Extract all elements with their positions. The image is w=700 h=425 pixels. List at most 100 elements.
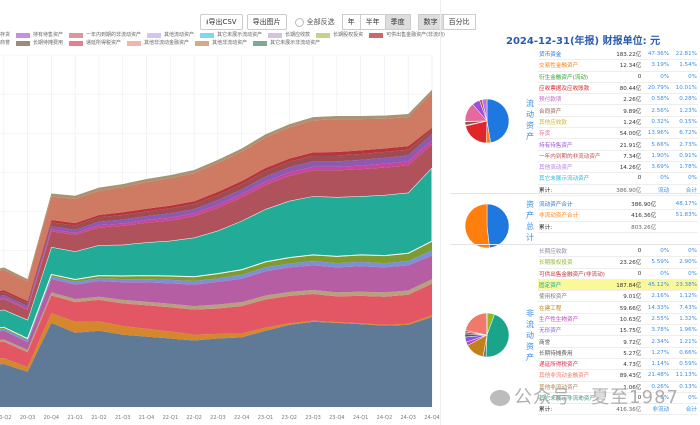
legend-row: 商誉 长期待摊费用 递延所得税资产 其他非流动金融资产 其他非流动资产 其它未展示非流动资… [0, 39, 450, 47]
row-name[interactable]: 使用权资产 [538, 290, 610, 303]
row-p1: 1.27% [642, 347, 671, 359]
legend-item[interactable]: 长期待摊费用 [16, 39, 63, 47]
table-row[interactable]: 流动资产合计 386.90亿 48.17% [538, 199, 698, 211]
sum-link[interactable]: 合计 [670, 184, 698, 196]
table-row[interactable]: 生产性生物资产 10.63亿 2.55% 1.32% [538, 313, 698, 326]
pie-slice[interactable] [485, 314, 510, 358]
legend-label: 可供出售金融资产(非流动) [386, 32, 446, 38]
row-name[interactable]: 持有待售资产 [538, 138, 610, 151]
table-row[interactable]: 交易性金融资产 12.34亿 3.19% 1.54% [538, 59, 698, 72]
table-row[interactable]: 其它未展示非流动资产 0 0% 0% [538, 392, 698, 405]
total-link[interactable]: 流动 [642, 184, 671, 196]
table-row[interactable]: 使用权资产 9.01亿 2.16% 1.12% [538, 290, 698, 303]
area-series[interactable] [0, 313, 432, 372]
row-name[interactable]: 其他非流动金融资产 [538, 369, 610, 382]
invert-all-checkbox[interactable]: 全部反选 [294, 17, 335, 27]
area-series[interactable] [0, 144, 432, 320]
row-name[interactable]: 生产性生物资产 [538, 313, 610, 326]
table-row[interactable]: 长期待摊费用 5.27亿 1.27% 0.66% [538, 347, 698, 359]
legend-item[interactable]: 递延所得税资产 [69, 39, 121, 47]
row-name[interactable]: 长期股权投资 [538, 256, 610, 269]
row-name[interactable]: 其他非流动资产 [538, 381, 610, 393]
pie-slice[interactable] [481, 98, 488, 122]
table-row[interactable]: 预付款项 2.26亿 0.58% 0.28% [538, 93, 698, 106]
table-row[interactable]: 其他非流动资产 1.06亿 0.26% 0.13% [538, 381, 698, 393]
row-name[interactable]: 可供出售金融资产(非流动) [538, 268, 610, 280]
row-name[interactable]: 衍生金融资产(流动) [538, 71, 610, 83]
table-row[interactable]: 其他流动资产 14.26亿 3.69% 1.78% [538, 161, 698, 174]
pie-slice[interactable] [486, 203, 510, 249]
legend-item[interactable]: 可供出售金融资产(非流动) [369, 31, 445, 39]
table-row[interactable]: 非流动资产合计 416.36亿 51.83% [538, 209, 698, 222]
row-name[interactable]: 递延所得税资产 [538, 358, 610, 371]
row-name[interactable]: 长期应收款 [538, 246, 610, 258]
table-row[interactable]: 合同资产 9.89亿 2.56% 1.23% [538, 104, 698, 117]
row-name[interactable]: 非流动资产合计 [538, 209, 610, 222]
export-csv-button[interactable]: ⭳导出CSV [200, 14, 243, 30]
legend-item[interactable]: 商誉 [0, 39, 10, 47]
sum-link[interactable]: 合计 [670, 403, 698, 416]
area-series[interactable] [0, 92, 432, 302]
row-name[interactable]: 其它未展示流动资产 [538, 172, 610, 185]
row-name[interactable]: 无形资产 [538, 324, 610, 337]
table-row[interactable]: 商誉 9.72亿 2.34% 1.21% [538, 335, 698, 348]
row-name[interactable]: 其他应收款 [538, 116, 610, 129]
pie-slice[interactable] [464, 203, 490, 249]
row-name[interactable]: 固定资产 [538, 279, 610, 292]
x-tick-label: 22-Q1 [163, 415, 178, 421]
table-row[interactable]: 其它未展示流动资产 0 0% 0% [538, 172, 698, 185]
table-row[interactable]: 无形资产 15.75亿 3.78% 1.96% [538, 324, 698, 337]
row-value: 80.44亿 [610, 82, 643, 95]
legend-item[interactable]: 一年内到期的非流动资产 [69, 31, 141, 39]
legend-item[interactable]: 持有待售资产 [16, 31, 63, 39]
row-name[interactable]: 一年内到期的非流动资产 [538, 150, 610, 162]
table-row[interactable]: 衍生金融资产(流动) 0 0% 0% [538, 71, 698, 83]
row-name[interactable]: 在建工程 [538, 301, 610, 314]
row-name[interactable]: 应收票据及应收账款 [538, 82, 610, 95]
table-row[interactable]: 持有待售资产 21.91亿 5.66% 2.73% [538, 138, 698, 151]
row-name[interactable]: 交易性金融资产 [538, 59, 610, 72]
row-name[interactable]: 预付款项 [538, 93, 610, 106]
row-name[interactable]: 其他流动资产 [538, 161, 610, 174]
row-name[interactable]: 其它未展示非流动资产 [538, 392, 610, 405]
table-row[interactable]: 在建工程 59.66亿 14.33% 7.43% [538, 301, 698, 314]
legend-item[interactable]: 其他流动资产 [147, 31, 194, 39]
table-row[interactable]: 长期应收款 0 0% 0% [538, 246, 698, 258]
legend-item[interactable]: 长期应收款 [268, 31, 310, 39]
row-name[interactable]: 商誉 [538, 335, 610, 348]
table-row[interactable]: 一年内到期的非流动资产 7.34亿 1.90% 0.91% [538, 150, 698, 162]
table-row[interactable]: 长期股权投资 23.26亿 5.59% 2.90% [538, 256, 698, 269]
table-row[interactable]: 其他非流动金融资产 89.43亿 21.48% 11.13% [538, 369, 698, 382]
legend-item[interactable]: 长期股权投资 [316, 31, 363, 39]
current-assets-pie [464, 98, 510, 144]
table-row[interactable]: 固定资产 187.84亿 45.12% 23.38% [538, 279, 698, 292]
area-series[interactable] [0, 255, 432, 350]
period-quarter-button[interactable]: 季度 [384, 14, 411, 30]
table-row[interactable]: 货币资金 183.22亿 47.36% 22.81% [538, 49, 698, 61]
legend-item[interactable]: 其它未展示非流动资产 [253, 39, 320, 47]
legend-item[interactable]: 存货 [0, 31, 10, 39]
pie-slice[interactable] [486, 98, 510, 143]
area-series[interactable] [0, 317, 432, 407]
row-name[interactable]: 合同资产 [538, 104, 610, 117]
mode-percent-button[interactable]: 百分比 [442, 14, 476, 30]
legend-item[interactable]: 其他非流动资产 [195, 39, 247, 47]
period-year-button[interactable]: 年 [341, 14, 361, 30]
legend-item[interactable]: 其它未展示流动资产 [200, 31, 262, 39]
table-row[interactable]: 应收票据及应收账款 80.44亿 20.79% 10.01% [538, 82, 698, 95]
row-name[interactable]: 货币资金 [538, 49, 610, 61]
table-row[interactable]: 其他应收款 1.24亿 0.32% 0.15% [538, 116, 698, 129]
table-row[interactable]: 可供出售金融资产(非流动) 0 0% 0% [538, 268, 698, 280]
legend-item[interactable]: 其他非流动金融资产 [127, 39, 189, 47]
period-halfyear-button[interactable]: 半年 [359, 14, 386, 30]
legend-swatch [16, 32, 31, 38]
export-image-button[interactable]: 导出图片 [246, 14, 287, 30]
table-row[interactable]: 递延所得税资产 4.73亿 1.14% 0.59% [538, 358, 698, 371]
row-name[interactable]: 长期待摊费用 [538, 347, 610, 359]
row-name[interactable]: 存货 [538, 127, 610, 140]
table-row[interactable]: 存货 54.00亿 13.96% 6.72% [538, 127, 698, 140]
area-series[interactable] [0, 283, 432, 368]
row-name[interactable]: 流动资产合计 [538, 199, 610, 211]
section-label: 非流动资产 [526, 309, 534, 362]
total-link[interactable]: 非流动 [642, 403, 671, 416]
